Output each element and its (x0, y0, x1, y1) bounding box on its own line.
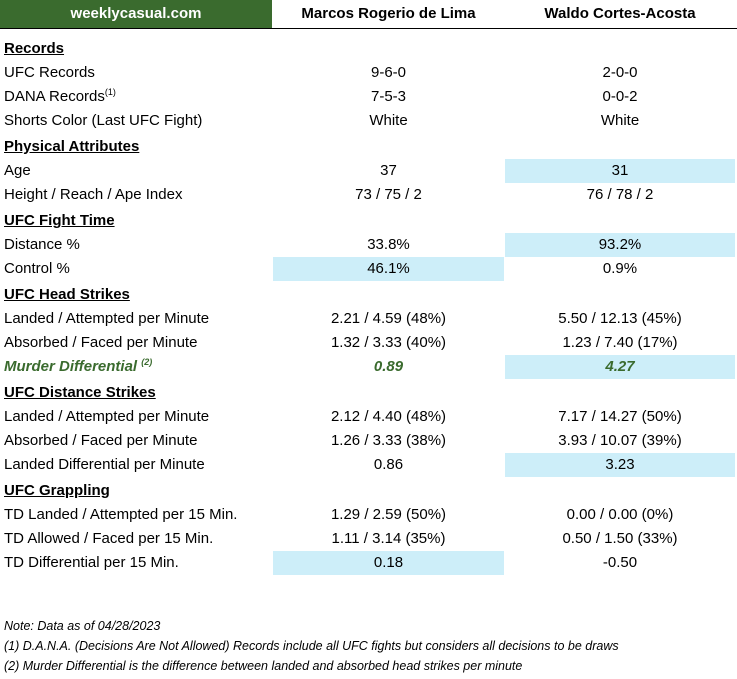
fighter1-value: 33.8% (367, 236, 410, 253)
row-head-absorbed: Absorbed / Faced per Minute 1.32 / 3.33 … (0, 331, 737, 355)
fighter1-value: White (369, 112, 408, 129)
row-label: Control % (4, 260, 70, 277)
row-dana-records: DANA Records(1) 7-5-3 0-0-2 (0, 85, 737, 109)
fighter2-value: 0-0-2 (602, 88, 638, 105)
fighter1-value: 0.86 (373, 456, 404, 473)
row-label: TD Allowed / Faced per 15 Min. (4, 530, 214, 547)
row-td-landed: TD Landed / Attempted per 15 Min. 1.29 /… (0, 503, 737, 527)
row-td-allowed: TD Allowed / Faced per 15 Min. 1.11 / 3.… (0, 527, 737, 551)
fighter1-value-highlighted: 0.18 (273, 551, 504, 575)
row-label-with-footnote: DANA Records(1) (4, 85, 272, 109)
row-distance-differential: Landed Differential per Minute 0.86 3.23 (0, 453, 737, 477)
fighter1-value: 9-6-0 (370, 64, 407, 81)
row-label: Height / Reach / Ape Index (4, 186, 183, 203)
note-data-date: Note: Data as of 04/28/2023 (4, 619, 161, 633)
section-physical: Physical Attributes (0, 133, 737, 159)
row-ufc-records: UFC Records 9-6-0 2-0-0 (0, 61, 737, 85)
fighter1-value: 1.29 / 2.59 (50%) (330, 506, 447, 523)
section-title: UFC Fight Time (4, 212, 115, 229)
fighter2-value: -0.50 (602, 554, 638, 571)
fighter1-value: 37 (380, 162, 397, 179)
fighter1-value: 0.89 (373, 358, 404, 375)
section-records: Records (0, 35, 737, 61)
section-distance-strikes: UFC Distance Strikes (0, 379, 737, 405)
row-label: Absorbed / Faced per Minute (4, 334, 198, 351)
fighter2-value: 3.93 / 10.07 (39%) (558, 432, 682, 449)
section-grappling: UFC Grappling (0, 477, 737, 503)
row-head-landed: Landed / Attempted per Minute 2.21 / 4.5… (0, 307, 737, 331)
section-head-strikes: UFC Head Strikes (0, 281, 737, 307)
fighter2-value: 7.17 / 14.27 (50%) (558, 408, 682, 425)
footnotes: Note: Data as of 04/28/2023 (1) D.A.N.A.… (4, 616, 734, 676)
fighter1-value: 1.11 / 3.14 (35%) (331, 530, 446, 547)
fighter2-value: 1.23 / 7.40 (17%) (562, 334, 678, 351)
fighter2-name: Waldo Cortes-Acosta (544, 5, 696, 22)
row-age: Age 37 31 (0, 159, 737, 183)
fighter1-value: 2.21 / 4.59 (48%) (330, 310, 447, 327)
row-label: Shorts Color (Last UFC Fight) (4, 112, 203, 129)
fighter1-value-highlighted: 46.1% (273, 257, 504, 281)
row-label: DANA Records (4, 88, 105, 105)
row-label: Landed / Attempted per Minute (4, 408, 210, 425)
row-control-pct: Control % 46.1% 0.9% (0, 257, 737, 281)
section-title: UFC Head Strikes (4, 286, 130, 303)
row-murder-differential: Murder Differential (2) 0.89 4.27 (0, 355, 737, 379)
row-label: TD Differential per 15 Min. (4, 554, 179, 571)
footnote-marker: (1) (104, 87, 116, 97)
section-title: Physical Attributes (4, 138, 140, 155)
fighter2-value: 5.50 / 12.13 (45%) (558, 310, 682, 327)
row-label: UFC Records (4, 64, 95, 81)
row-height-reach: Height / Reach / Ape Index 73 / 75 / 2 7… (0, 183, 737, 207)
row-label: Distance % (4, 236, 80, 253)
comparison-table: weeklycasual.com Marcos Rogerio de Lima … (0, 0, 737, 575)
row-label: Age (4, 162, 31, 179)
fighter2-value: 2-0-0 (602, 64, 638, 81)
footnote-1: (1) D.A.N.A. (Decisions Are Not Allowed)… (4, 639, 619, 653)
fighter1-name: Marcos Rogerio de Lima (301, 5, 476, 22)
row-distance-pct: Distance % 33.8% 93.2% (0, 233, 737, 257)
section-fight-time: UFC Fight Time (0, 207, 737, 233)
row-label: Absorbed / Faced per Minute (4, 432, 198, 449)
fighter2-value-highlighted: 93.2% (505, 233, 735, 257)
fighter2-value: 0.50 / 1.50 (33%) (562, 530, 678, 547)
row-label: TD Landed / Attempted per 15 Min. (4, 506, 238, 523)
section-title: UFC Distance Strikes (4, 384, 156, 401)
fighter2-value-highlighted: 31 (505, 159, 735, 183)
fighter1-value: 1.26 / 3.33 (38%) (330, 432, 447, 449)
header-row: weeklycasual.com Marcos Rogerio de Lima … (0, 0, 737, 29)
fighter1-value: 7-5-3 (370, 88, 407, 105)
row-label: Murder Differential (4, 358, 138, 375)
section-title: Records (4, 40, 65, 57)
fighter2-value: 0.00 / 0.00 (0%) (566, 506, 674, 523)
row-shorts-color: Shorts Color (Last UFC Fight) White Whit… (0, 109, 737, 133)
row-label: Landed Differential per Minute (4, 456, 205, 473)
row-label: Landed / Attempted per Minute (4, 310, 210, 327)
fighter2-value-highlighted: 3.23 (505, 453, 735, 477)
fighter2-value: 0.9% (602, 260, 638, 277)
footnote-2: (2) Murder Differential is the differenc… (4, 659, 523, 673)
fighter1-value: 73 / 75 / 2 (355, 186, 422, 203)
fighter2-value: White (600, 112, 640, 129)
row-distance-absorbed: Absorbed / Faced per Minute 1.26 / 3.33 … (0, 429, 737, 453)
fighter1-value: 1.32 / 3.33 (40%) (330, 334, 447, 351)
footnote-marker: (2) (141, 357, 153, 367)
row-distance-landed: Landed / Attempted per Minute 2.12 / 4.4… (0, 405, 737, 429)
section-title: UFC Grappling (4, 482, 110, 499)
row-td-differential: TD Differential per 15 Min. 0.18 -0.50 (0, 551, 737, 575)
fighter2-value: 76 / 78 / 2 (586, 186, 654, 203)
fighter1-value: 2.12 / 4.40 (48%) (330, 408, 447, 425)
brand-label: weeklycasual.com (0, 0, 272, 28)
fighter2-value-highlighted: 4.27 (505, 355, 735, 379)
row-label-with-footnote: Murder Differential (2) (4, 355, 272, 379)
